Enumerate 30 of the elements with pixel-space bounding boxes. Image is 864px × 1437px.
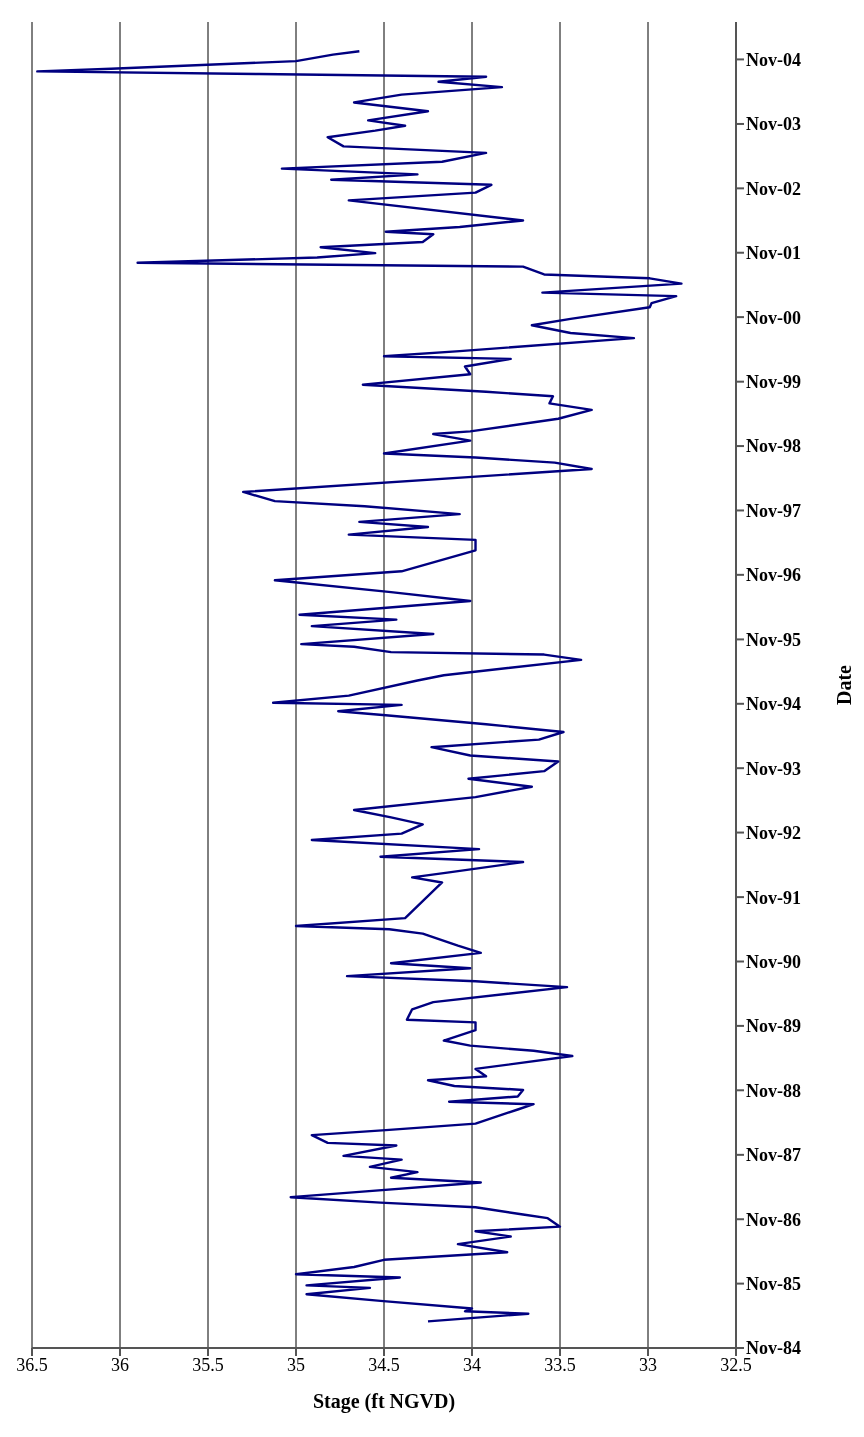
x-tick-label: 36.5	[16, 1354, 48, 1375]
y-tick-label: Nov-93	[746, 758, 801, 779]
x-tick-label: 34.5	[368, 1354, 400, 1375]
y-tick-label: Nov-95	[746, 629, 801, 650]
y-tick-label: Nov-01	[746, 243, 801, 264]
x-tick-label: 34	[463, 1354, 481, 1375]
x-tick-label: 33	[639, 1354, 657, 1375]
y-tick-label: Nov-02	[746, 178, 801, 199]
x-tick-label: 36	[111, 1354, 129, 1375]
y-tick-label: Nov-97	[746, 500, 801, 521]
y-tick-label: Nov-91	[746, 887, 801, 908]
x-tick-label: 35.5	[192, 1354, 224, 1375]
y-tick-label: Nov-04	[746, 49, 801, 70]
y-tick-label: Nov-96	[746, 565, 801, 586]
y-axis-title: Date	[833, 664, 856, 705]
y-tick-label: Nov-86	[746, 1209, 801, 1230]
y-tick-label: Nov-89	[746, 1016, 801, 1037]
y-tick-label: Nov-87	[746, 1145, 801, 1166]
y-tick-label: Nov-88	[746, 1080, 801, 1101]
y-tick-label: Nov-03	[746, 114, 801, 135]
y-tick-label: Nov-99	[746, 372, 801, 393]
y-tick-label: Nov-98	[746, 436, 801, 457]
y-tick-label: Nov-92	[746, 822, 801, 843]
y-tick-label: Nov-94	[746, 694, 801, 715]
x-axis-title: Stage (ft NGVD)	[312, 1390, 456, 1413]
y-tick-label: Nov-00	[746, 307, 801, 328]
y-tick-label: Nov-85	[746, 1274, 801, 1294]
y-tick-label: Nov-90	[746, 951, 801, 972]
x-tick-label: 35	[287, 1354, 305, 1375]
x-tick-label: 33.5	[544, 1354, 576, 1375]
